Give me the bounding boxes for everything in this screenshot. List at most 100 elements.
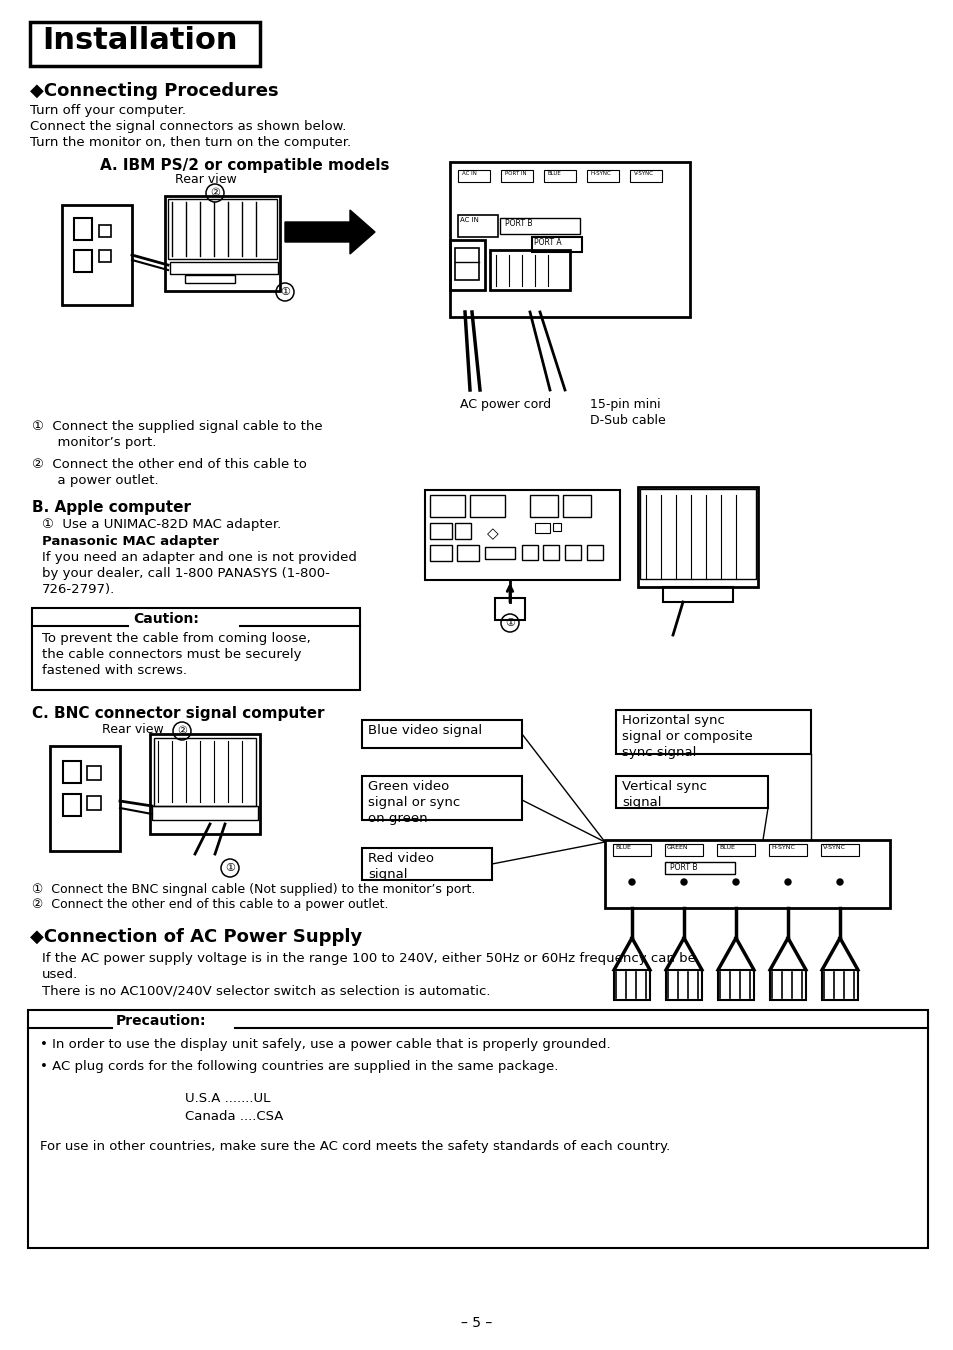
Bar [424,490,619,580]
Bar [521,545,537,560]
Text: To prevent the cable from coming loose,: To prevent the cable from coming loose, [42,632,311,645]
Bar [769,971,805,1000]
Text: – 5 –: – 5 – [461,1316,492,1330]
Text: AC power cord: AC power cord [459,398,551,410]
Circle shape [680,879,686,886]
Bar [490,250,569,290]
Text: fastened with screws.: fastened with screws. [42,664,187,676]
Text: PORT B: PORT B [669,863,697,872]
Bar [30,22,260,66]
Text: Rear view: Rear view [174,173,236,186]
Text: U.S.A .......UL: U.S.A .......UL [185,1092,270,1106]
Text: Connect the signal connectors as shown below.: Connect the signal connectors as shown b… [30,120,346,134]
Circle shape [836,879,842,886]
Text: ①  Use a UNIMAC-82D MAC adapter.: ① Use a UNIMAC-82D MAC adapter. [42,518,281,531]
Text: ①  Connect the BNC singnal cable (Not supplied) to the monitor’s port.: ① Connect the BNC singnal cable (Not sup… [32,883,475,896]
Bar [87,796,101,810]
Text: ②: ② [210,188,220,198]
Bar [165,196,280,292]
Bar [604,840,889,909]
Text: Panasonic MAC adapter: Panasonic MAC adapter [42,535,219,548]
Text: Precaution:: Precaution: [116,1014,206,1027]
Bar [74,217,91,240]
Bar [450,240,484,290]
Text: A. IBM PS/2 or compatible models: A. IBM PS/2 or compatible models [100,158,389,173]
Bar [543,170,576,182]
Text: ②: ② [177,726,187,736]
Text: PORT A: PORT A [534,238,561,247]
Text: used.: used. [42,968,78,981]
Text: Rear view: Rear view [102,724,164,736]
Bar [450,162,689,317]
Bar [629,170,661,182]
Text: H-SYNC: H-SYNC [590,171,611,176]
Bar [168,198,276,259]
Bar [28,1010,927,1247]
Text: • In order to use the display unit safely, use a power cable that is properly gr: • In order to use the display unit safel… [40,1038,610,1052]
Text: 726-2797).: 726-2797). [42,583,115,595]
Text: Turn off your computer.: Turn off your computer. [30,104,186,117]
Text: PORT B: PORT B [504,219,532,228]
Bar [532,238,581,252]
Text: monitor’s port.: monitor’s port. [32,436,156,450]
Text: BLUE: BLUE [719,845,734,850]
Bar [152,806,257,819]
Bar [499,217,579,234]
Text: ②  Connect the other end of this cable to: ② Connect the other end of this cable to [32,458,307,471]
Bar [63,761,81,783]
Text: a power outlet.: a power outlet. [32,474,158,487]
Text: BLUE: BLUE [547,171,561,176]
Bar [717,844,754,856]
Text: Caution:: Caution: [132,612,198,626]
Text: Blue video signal: Blue video signal [368,724,481,737]
Text: 15-pin mini
D-Sub cable: 15-pin mini D-Sub cable [589,398,665,427]
Bar [457,170,490,182]
Bar [613,844,650,856]
Text: If the AC power supply voltage is in the range 100 to 240V, either 50Hz or 60Hz : If the AC power supply voltage is in the… [42,952,695,965]
Text: V-SYNC: V-SYNC [822,845,845,850]
Text: ①: ① [225,863,234,873]
Text: V-SYNC: V-SYNC [634,171,654,176]
Text: Turn the monitor on, then turn on the computer.: Turn the monitor on, then turn on the co… [30,136,351,148]
Bar [535,522,550,533]
Bar [484,547,515,559]
Text: the cable connectors must be securely: the cable connectors must be securely [42,648,301,662]
Bar [530,495,558,517]
Text: B. Apple computer: B. Apple computer [32,500,191,514]
Bar [553,522,560,531]
Bar [361,776,521,819]
Bar [586,170,618,182]
Bar [457,215,497,238]
Bar [430,495,464,517]
Text: ①  Connect the supplied signal cable to the: ① Connect the supplied signal cable to t… [32,420,322,433]
Text: ◆Connecting Procedures: ◆Connecting Procedures [30,82,278,100]
Bar [664,844,702,856]
Bar [430,545,452,562]
Bar [821,844,858,856]
Text: GREEN: GREEN [666,845,688,850]
Text: For use in other countries, make sure the AC cord meets the safety standards of : For use in other countries, make sure th… [40,1139,670,1153]
Text: H-SYNC: H-SYNC [770,845,794,850]
Text: Green video
signal or sync
on green: Green video signal or sync on green [368,780,459,825]
Bar [500,170,533,182]
Bar [542,545,558,560]
Text: BLUE: BLUE [615,845,630,850]
Text: There is no AC100V/240V selector switch as selection is automatic.: There is no AC100V/240V selector switch … [42,984,490,998]
Bar [470,495,504,517]
Text: Canada ....CSA: Canada ....CSA [185,1110,283,1123]
Bar [616,710,810,755]
Bar [361,720,521,748]
Circle shape [784,879,790,886]
Text: ◇: ◇ [486,526,498,541]
Bar [614,971,649,1000]
Circle shape [732,879,739,886]
Bar [821,971,857,1000]
Bar [170,262,277,274]
Bar [718,971,753,1000]
Bar [153,738,255,806]
Bar [638,487,758,587]
Bar [185,275,234,284]
Bar [455,248,478,279]
Bar [430,522,452,539]
Text: PORT IN: PORT IN [504,171,526,176]
